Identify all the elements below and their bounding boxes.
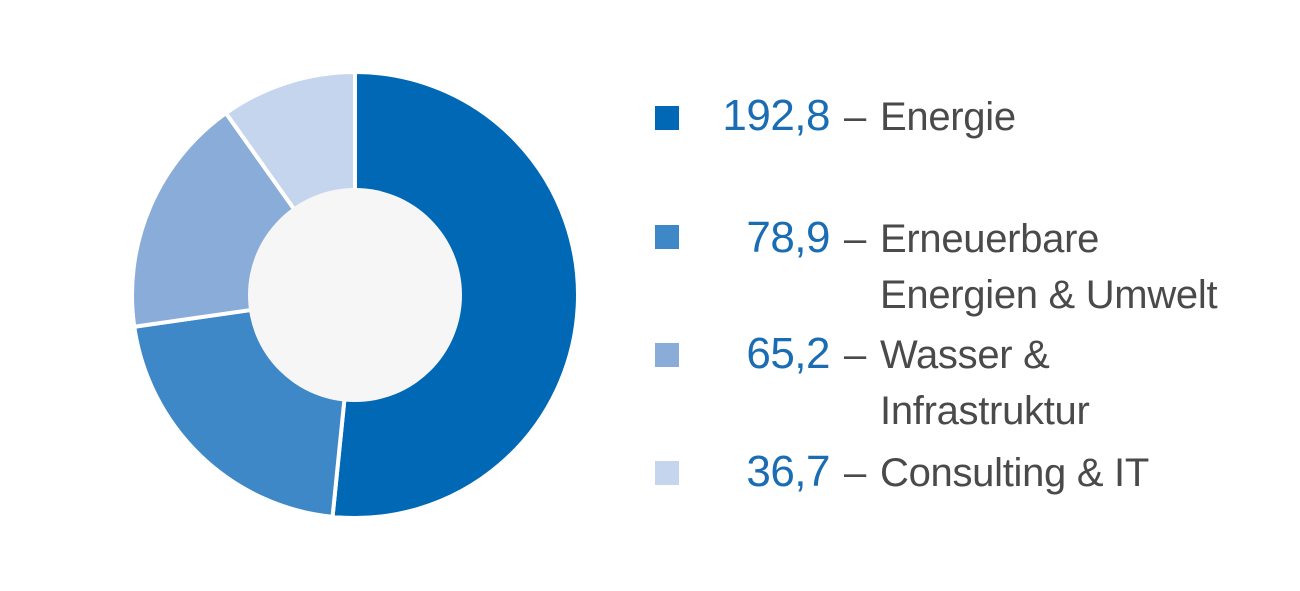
donut-hole <box>248 188 462 402</box>
legend-label: Energie <box>880 95 1016 139</box>
legend-swatch <box>655 106 679 130</box>
legend-separator: – <box>844 333 867 377</box>
legend-value: 65,2 <box>746 329 830 378</box>
legend-label: Consulting & IT <box>880 451 1149 495</box>
legend-value: 192,8 <box>722 91 830 140</box>
legend-value: 36,7 <box>746 447 830 496</box>
legend-separator: – <box>844 217 867 261</box>
legend-label: Infrastruktur <box>880 389 1090 433</box>
legend-swatch <box>655 225 679 249</box>
legend-swatch <box>655 461 679 485</box>
legend-value: 78,9 <box>746 213 830 262</box>
legend-label: Wasser & <box>880 333 1050 377</box>
legend-swatch <box>655 343 679 367</box>
legend-separator: – <box>844 95 867 139</box>
legend-separator: – <box>844 451 867 495</box>
legend-label: Erneuerbare <box>880 217 1100 261</box>
legend-label: Energien & Umwelt <box>880 273 1218 317</box>
